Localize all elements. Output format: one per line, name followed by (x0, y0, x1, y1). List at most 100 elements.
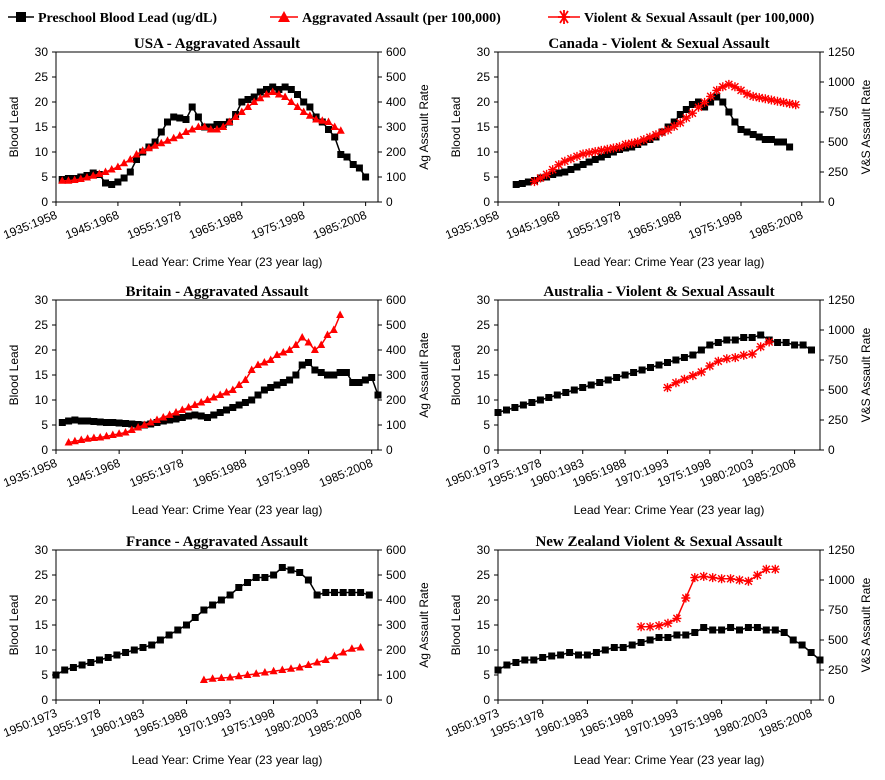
y-tick-label: 10 (35, 643, 49, 657)
aggravated-assault-point (269, 666, 278, 675)
aggravated-assault-point (244, 102, 252, 110)
blood-lead-point (706, 341, 714, 349)
blood-lead-point (287, 86, 295, 93)
aggravated-assault-point (254, 360, 262, 368)
blood-lead-point (324, 371, 331, 379)
violent-sexual-assault-point (627, 138, 637, 148)
blood-lead-point (723, 336, 731, 344)
blood-lead-point (188, 103, 196, 111)
plot-area (55, 549, 379, 701)
aggravated-assault-point (199, 675, 208, 683)
x-tick-label: 1945:1968 (64, 456, 122, 490)
blood-lead-point (740, 334, 748, 341)
aggravated-assault-point (175, 131, 184, 139)
y2-tick-label: 0 (386, 443, 393, 457)
violent-sexual-assault-point (554, 160, 564, 170)
y2-tick-label: 100 (386, 668, 406, 682)
aggravated-assault-point (262, 90, 271, 98)
blood-lead-point (103, 419, 110, 426)
y2-tick-label: 1250 (828, 293, 855, 307)
y2-tick-label: 1000 (828, 573, 855, 587)
blood-lead-point (713, 93, 721, 101)
violent-sexual-assault-point (713, 356, 723, 366)
aggravated-assault-point (339, 648, 348, 656)
violent-sexual-assault-point (736, 85, 746, 95)
blood-lead-point (731, 336, 739, 344)
y-axis-label: Blood Lead (7, 345, 21, 406)
blood-lead-point (349, 379, 357, 386)
y-tick-label: 0 (483, 443, 490, 457)
y-axis-label: Blood Lead (7, 97, 21, 158)
chart-france-aggravated-assault: France - Aggravated Assault0510152025300… (1, 534, 431, 767)
y-tick-label: 10 (477, 393, 491, 407)
blood-lead-point (365, 591, 373, 599)
violent-sexual-assault-point (761, 564, 771, 574)
blood-lead-point (114, 178, 122, 186)
blood-lead-point (689, 351, 697, 359)
aggravated-assault-point (194, 122, 203, 130)
y2-tick-label: 750 (828, 353, 848, 367)
blood-lead-point (172, 415, 180, 423)
aggravated-assault-point (256, 93, 265, 102)
blood-lead-point (273, 381, 281, 389)
blood-lead-point (539, 654, 547, 661)
blood-lead-point (77, 417, 85, 425)
blood-lead-point (269, 83, 277, 91)
blood-lead-point (748, 334, 756, 341)
blood-lead-point (210, 411, 218, 419)
blood-lead-point (166, 416, 174, 424)
aggravated-assault-point (165, 410, 174, 418)
aggravated-assault-point (121, 428, 130, 436)
blood-lead-point (343, 153, 351, 161)
violent-sexual-assault-point (696, 367, 706, 377)
blood-lead-point (128, 420, 136, 428)
y2-tick-label: 250 (828, 165, 848, 179)
blood-lead-point (585, 158, 593, 166)
legend-item-vs: Violent & Sexual Assault (per 100,000) (548, 10, 815, 26)
aggravated-assault-point (330, 122, 339, 130)
violent-sexual-assault-point (687, 108, 697, 118)
blood-lead-point (148, 641, 156, 649)
aggravated-assault-point (318, 116, 327, 124)
blood-lead-point (133, 156, 140, 163)
blood-lead-point (672, 356, 680, 364)
blood-lead-point (331, 589, 338, 596)
aggravated-assault-point (127, 425, 136, 433)
blood-lead-point (337, 151, 345, 158)
violent-sexual-assault-point (747, 349, 757, 359)
aggravated-assault-point (70, 436, 79, 445)
blood-lead-point (637, 639, 645, 646)
y-tick-label: 10 (477, 145, 491, 159)
blood-lead-point (591, 156, 599, 163)
aggravated-assault-point (159, 413, 168, 421)
blood-lead-point (549, 171, 557, 178)
y2-tick-label: 0 (386, 195, 393, 209)
aggravated-assault-point (285, 345, 294, 353)
violent-sexual-assault-point (706, 91, 716, 101)
blood-lead-point (719, 98, 727, 106)
legend-vs-label: Violent & Sexual Assault (per 100,000) (584, 11, 815, 26)
violent-sexual-assault-point (760, 94, 770, 104)
aggravated-assault-point (268, 87, 277, 95)
violent-sexual-assault-point (772, 96, 782, 106)
aggravated-assault-point (222, 388, 231, 396)
y-tick-label: 15 (477, 618, 491, 632)
violent-sexual-assault-point (566, 154, 576, 164)
blood-lead-point (664, 634, 672, 641)
blood-lead-point (682, 106, 690, 113)
blood-lead-point (579, 384, 587, 391)
aggravated-assault-point (291, 340, 300, 348)
blood-lead-point (676, 111, 684, 118)
y-tick-label: 25 (477, 568, 491, 582)
violent-sexual-assault-point (596, 145, 606, 155)
violent-sexual-assault-point (645, 132, 655, 142)
y2-tick-label: 0 (828, 443, 835, 457)
blood-lead-point (575, 651, 582, 659)
y-tick-label: 20 (477, 343, 491, 357)
blood-lead-point (96, 418, 104, 426)
chart-title: New Zealand Violent & Sexual Assault (535, 534, 782, 550)
violent-sexual-assault-point (722, 354, 732, 364)
aggravated-assault-point (237, 107, 246, 115)
aggravated-assault-point (132, 150, 141, 158)
violent-sexual-assault-point (679, 374, 689, 384)
